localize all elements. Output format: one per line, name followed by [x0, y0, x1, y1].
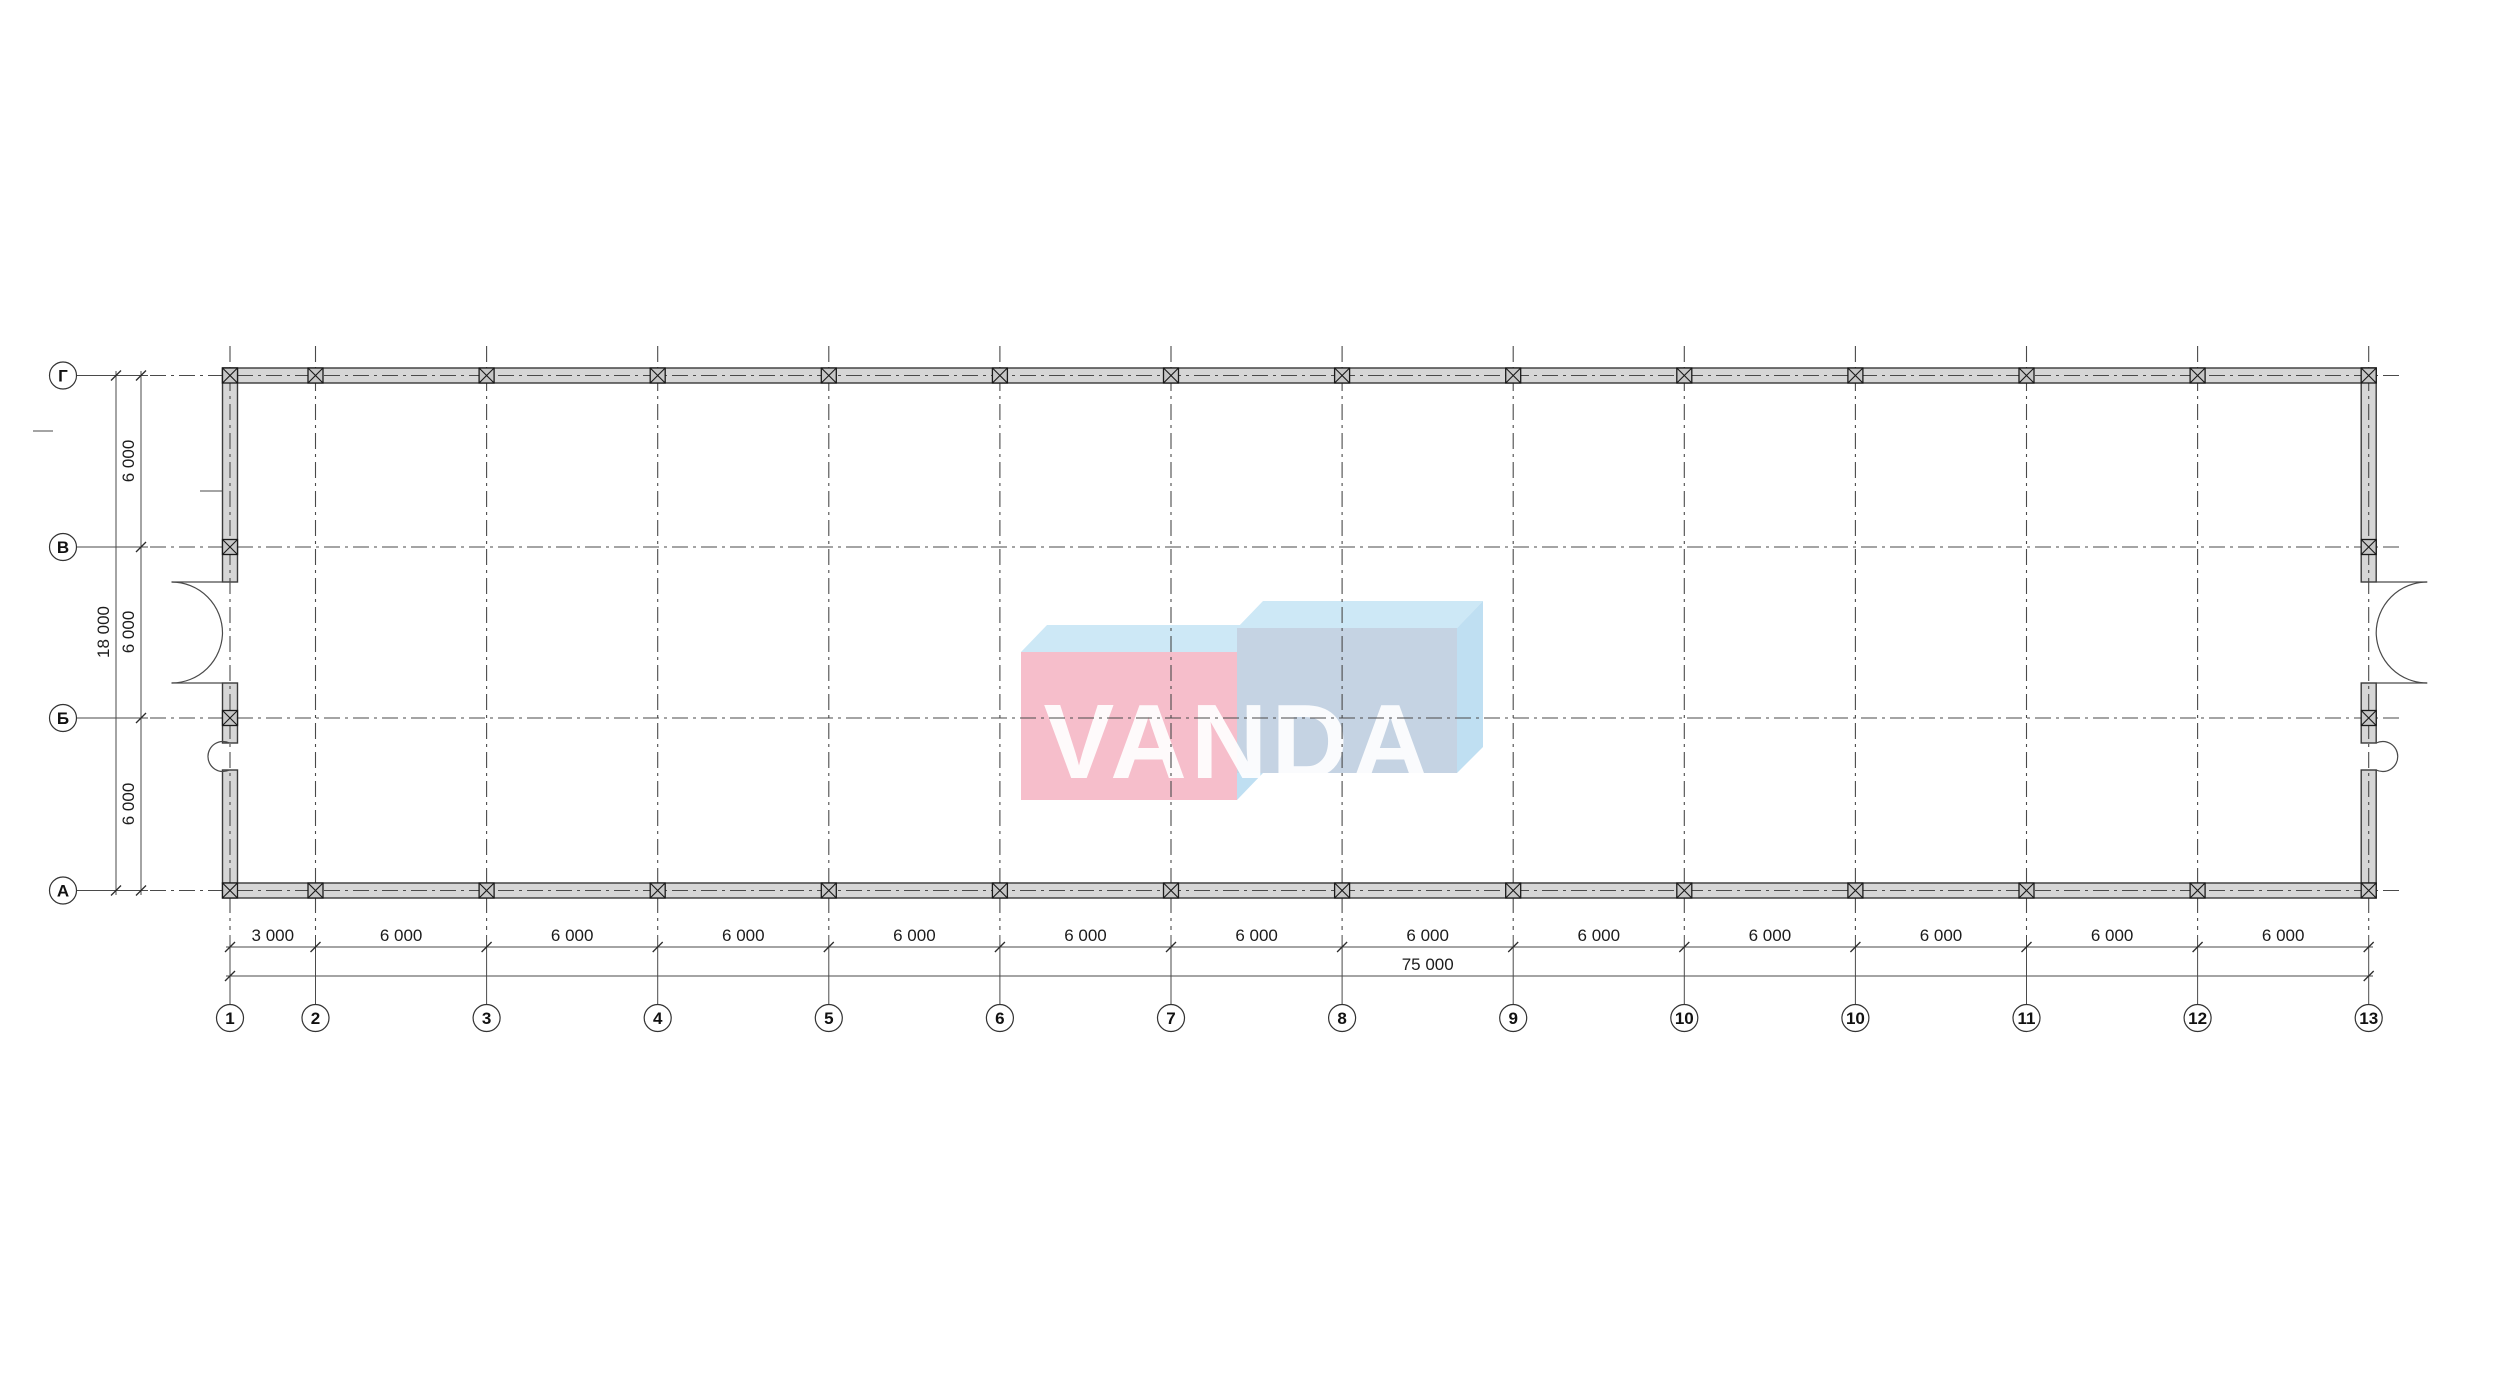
- dimension-ticks: [110, 370, 2375, 982]
- column-bubble: 13: [2354, 1003, 2383, 1033]
- column-bubble-label: 6: [995, 1009, 1004, 1028]
- row-bubble-label: А: [57, 882, 69, 901]
- column-bubble-label: 11: [2018, 1009, 2036, 1028]
- dim-label: 6 000: [893, 926, 936, 945]
- column-bubble: 2: [301, 1003, 330, 1033]
- detail-marks: [33, 430, 223, 492]
- column-bubble-label: 10: [1675, 1009, 1694, 1028]
- row-bubbles: Г В Б А: [48, 361, 78, 905]
- column-bubble-label: 5: [824, 1009, 833, 1028]
- column-bubble: 3: [472, 1003, 501, 1033]
- dim-total-label: 18 000: [94, 606, 113, 658]
- dim-label: 6 000: [380, 926, 423, 945]
- watermark-pink-front-face: [1021, 652, 1237, 800]
- row-bubble-label: В: [57, 538, 69, 557]
- dim-label: 6 000: [1578, 926, 1621, 945]
- column-bubble: 12: [2183, 1003, 2212, 1033]
- grid-centerlines: [150, 346, 2400, 930]
- column-bubble: 8: [1327, 1003, 1357, 1033]
- column-bubble-label: 1: [225, 1009, 234, 1028]
- dim-label: 6 000: [2091, 926, 2134, 945]
- row-bubble-label: Г: [58, 367, 68, 386]
- column-bubbles: 1 2 3 4 5 6 7 8 9 10 10 11 12 13: [215, 1003, 2383, 1033]
- dim-label: 6 000: [119, 611, 138, 654]
- single-door-left: [207, 740, 230, 773]
- left-dimension-labels: 6 000 6 000 6 000 18 000: [94, 440, 138, 826]
- dim-label: 6 000: [1235, 926, 1278, 945]
- dim-label: 6 000: [1920, 926, 1963, 945]
- row-bubble: Г: [48, 361, 78, 390]
- single-door-right: [2375, 740, 2399, 773]
- row-bubble: В: [48, 532, 78, 562]
- column-bubble: 1: [215, 1003, 245, 1033]
- watermark-blue-front-face: [1237, 628, 1457, 773]
- watermark-blue-side-face: [1457, 601, 1483, 773]
- bottom-dimension-labels: 3 000 6 000 6 000 6 000 6 000 6 000 6 00…: [252, 926, 2305, 974]
- vanda-watermark: VANDA: [1021, 601, 1483, 801]
- column-bubble-label: 9: [1508, 1009, 1517, 1028]
- column-bubble: 4: [643, 1003, 672, 1033]
- dim-label: 6 000: [722, 926, 765, 945]
- watermark-blue-bottom-wedge: [1237, 773, 1263, 800]
- column-bubble-label: 3: [482, 1009, 491, 1028]
- row-bubble-label: Б: [57, 709, 69, 728]
- column-bubble: 10: [1670, 1003, 1699, 1033]
- column-bubble-label: 2: [311, 1009, 320, 1028]
- row-bubble: Б: [48, 703, 78, 733]
- column-bubble-label: 7: [1166, 1009, 1175, 1028]
- column-bubble: 5: [814, 1003, 843, 1033]
- dim-label: 6 000: [1064, 926, 1107, 945]
- column-bubble: 10: [1841, 1003, 1870, 1033]
- double-door-right: [2375, 581, 2428, 684]
- dim-label: 6 000: [1749, 926, 1792, 945]
- wall-top: [221, 367, 2377, 384]
- dim-label: 6 000: [2262, 926, 2305, 945]
- wall-bottom: [221, 882, 2377, 899]
- column-bubble: 6: [985, 1003, 1015, 1033]
- column-bubble: 11: [2012, 1003, 2041, 1033]
- dim-label: 6 000: [551, 926, 594, 945]
- dim-label: 6 000: [1406, 926, 1449, 945]
- doors: [171, 581, 2428, 773]
- column-bubble-label: 13: [2359, 1009, 2378, 1028]
- dimension-lines: [115, 371, 2373, 977]
- column-bubble: 9: [1499, 1003, 1528, 1033]
- column-bubble-label: 10: [1846, 1009, 1865, 1028]
- watermark-pink-top-face: [1021, 625, 1263, 652]
- dim-label: 6 000: [119, 783, 138, 826]
- double-door-left: [171, 581, 224, 684]
- column-bubble-label: 12: [2188, 1009, 2207, 1028]
- watermark-blue-top-face: [1237, 601, 1483, 628]
- column-bubble-label: 8: [1337, 1009, 1346, 1028]
- watermark-text: VANDA: [1043, 683, 1432, 801]
- dim-total-label: 75 000: [1402, 955, 1454, 974]
- dim-label: 3 000: [252, 926, 295, 945]
- column-bubble-label: 4: [653, 1009, 663, 1028]
- row-bubble: А: [48, 876, 78, 905]
- dim-label: 6 000: [119, 440, 138, 483]
- column-bubble: 7: [1156, 1003, 1186, 1033]
